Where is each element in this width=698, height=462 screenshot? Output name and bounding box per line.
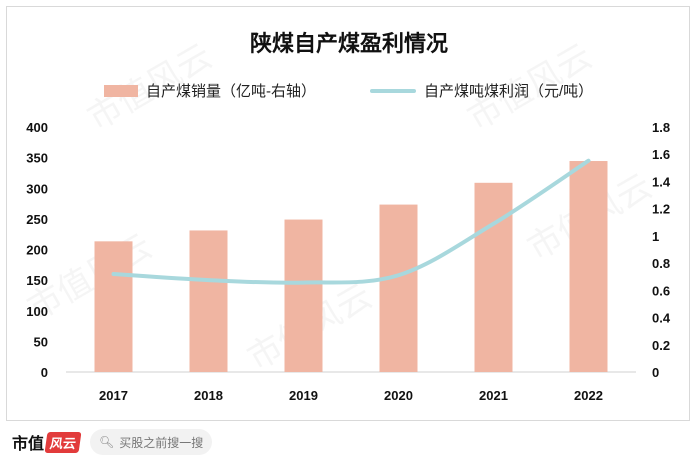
left-axis-tick-label: 0 — [41, 365, 48, 380]
chart-title: 陕煤自产煤盈利情况 — [249, 31, 448, 56]
right-axis-tick-label: 0.6 — [652, 283, 670, 298]
bar — [189, 230, 228, 372]
right-axis-tick-label: 0 — [652, 365, 659, 380]
legend-label-bar: 自产煤销量（亿吨-右轴） — [146, 83, 316, 100]
bar — [94, 241, 133, 372]
left-axis-tick-label: 50 — [34, 334, 48, 349]
search-placeholder: 买股之前搜一搜 — [119, 435, 204, 450]
brand-logo[interactable]: 市值 风云 — [12, 430, 82, 454]
legend-item-bar: 自产煤销量（亿吨-右轴） — [104, 80, 316, 101]
footer-bar: 市值 风云 🔍︎ 买股之前搜一搜 — [0, 422, 698, 462]
left-axis-tick-label: 100 — [26, 304, 48, 319]
search-icon: 🔍︎ — [99, 435, 115, 449]
left-axis-tick-label: 400 — [26, 120, 48, 135]
chart-legend: 自产煤销量（亿吨-右轴） 自产煤吨煤利润（元/吨） — [0, 78, 698, 100]
brand-text: 市值 — [12, 434, 45, 453]
left-axis-tick-label: 150 — [26, 273, 48, 288]
left-axis-tick-label: 200 — [26, 243, 48, 258]
right-axis-tick-label: 1 — [652, 229, 659, 244]
legend-swatch-line — [370, 88, 416, 93]
legend-label-line: 自产煤吨煤利润（元/吨） — [424, 83, 594, 100]
left-axis-tick-label: 300 — [26, 181, 48, 196]
right-axis-tick-label: 0.2 — [652, 338, 670, 353]
bar — [379, 204, 418, 372]
right-axis-tick-label: 1.6 — [652, 147, 670, 162]
legend-swatch-bar — [104, 84, 138, 97]
right-axis-tick-label: 1.4 — [652, 174, 671, 189]
x-axis-tick-label: 2018 — [194, 388, 223, 403]
left-axis-tick-label: 350 — [26, 151, 48, 166]
right-axis-tick-label: 1.2 — [652, 202, 670, 217]
search-box[interactable]: 🔍︎ 买股之前搜一搜 — [90, 429, 213, 455]
bar — [284, 219, 323, 372]
x-axis-tick-label: 2019 — [289, 388, 318, 403]
left-axis-tick-label: 250 — [26, 212, 48, 227]
bar — [474, 182, 513, 372]
x-axis-tick-label: 2017 — [99, 388, 128, 403]
legend-item-line: 自产煤吨煤利润（元/吨） — [370, 80, 593, 101]
right-axis-tick-label: 1.8 — [652, 120, 670, 135]
x-axis-tick-label: 2022 — [574, 388, 603, 403]
brand-mark: 风云 — [44, 431, 82, 453]
right-axis-tick-label: 0.8 — [652, 256, 670, 271]
bar — [569, 161, 608, 372]
line-series — [111, 158, 591, 285]
x-axis-tick-label: 2020 — [384, 388, 413, 403]
x-axis-tick-label: 2021 — [479, 388, 508, 403]
right-axis-tick-label: 0.4 — [652, 311, 671, 326]
